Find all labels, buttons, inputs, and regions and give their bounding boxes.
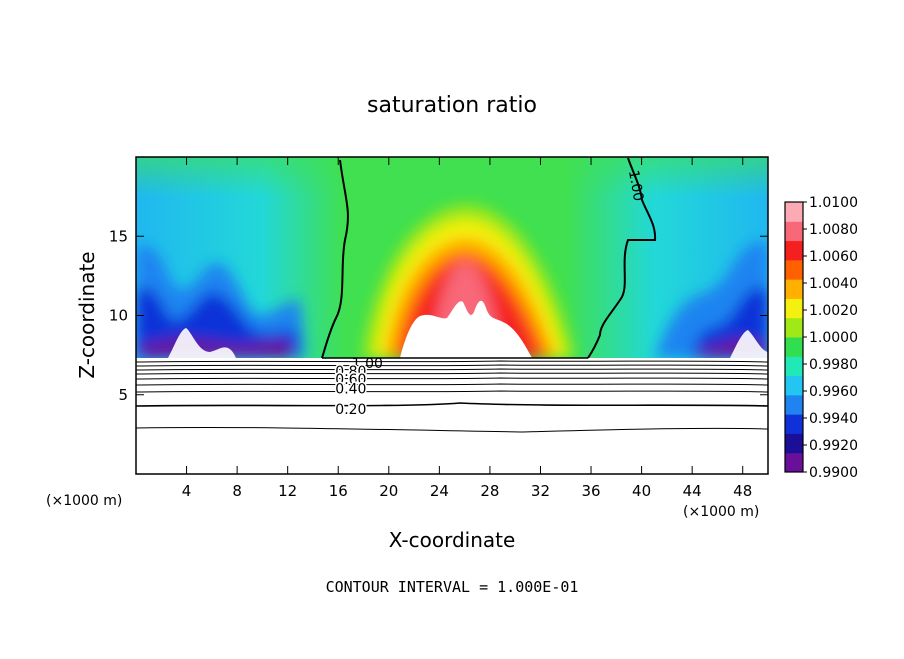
contour-label: 1.00 [625, 169, 646, 202]
saturation-field [136, 157, 768, 474]
colorbar-swatch [785, 259, 803, 280]
contour-labels: 1.001.000.800.600.400.20 [334, 169, 646, 420]
contour-label: 0.40 [335, 381, 366, 397]
colorbar-swatch [785, 452, 803, 473]
x-unit-right: (×1000 m) [683, 504, 759, 520]
contour-label: 0.80 [335, 364, 366, 380]
x-axis: 4 8 12 16 20 24 28 32 36 40 44 48 [182, 157, 752, 500]
contour-label: 1.00 [352, 356, 383, 372]
colorbar-swatch [785, 394, 803, 415]
x-tick-label: 28 [480, 482, 499, 500]
x-tick-label: 44 [683, 482, 702, 500]
x-tick-label: 16 [329, 482, 348, 500]
white-region-left [168, 328, 236, 358]
colorbar-swatch [785, 202, 803, 222]
colorbar-tick-label: 1.0080 [809, 222, 858, 238]
x-tick-label: 24 [430, 482, 449, 500]
contour-label: 0.60 [335, 372, 366, 388]
colorbar-swatch [785, 221, 803, 242]
colorbar-tick-label: 0.9940 [809, 411, 858, 427]
colorbar-tick-label: 1.0060 [809, 249, 858, 265]
colorbar-tick-label: 1.0040 [809, 276, 858, 292]
contour-lines [136, 360, 768, 433]
colorbar-swatch [785, 414, 803, 434]
colorbar-swatch [785, 433, 803, 454]
colorbar-swatch [785, 298, 803, 319]
x-tick-label: 4 [182, 482, 192, 500]
y-tick-label: 15 [109, 227, 128, 245]
colorbar-swatch [785, 279, 803, 299]
colorbar-swatch [785, 240, 803, 261]
y-axis: 5 10 15 [109, 227, 768, 404]
x-axis-label: X-coordinate [389, 528, 516, 552]
contour-label: 0.20 [335, 402, 366, 418]
x-tick-label: 20 [379, 482, 398, 500]
contour-1.00-right [587, 157, 657, 359]
x-unit-left: (×1000 m) [46, 493, 122, 509]
white-region-right [730, 330, 768, 358]
x-tick-label: 40 [632, 482, 651, 500]
x-tick-label: 32 [531, 482, 550, 500]
chart-title: saturation ratio [367, 93, 537, 118]
colorbar-tick-label: 1.0000 [809, 330, 858, 346]
colorbar-tick-label: 0.9960 [809, 384, 858, 400]
colorbar-tick-label: 1.0020 [809, 303, 858, 319]
colorbar-tick-label: 0.9980 [809, 357, 858, 373]
y-axis-label: Z-coordinate [75, 251, 99, 378]
colorbar-swatch [785, 317, 803, 338]
colorbar-swatch [785, 337, 803, 357]
contour-1.00-left [321, 159, 349, 359]
y-tick-label: 10 [109, 307, 128, 325]
colorbar-swatch [785, 375, 803, 396]
contour-interval-footer: CONTOUR INTERVAL = 1.000E-01 [326, 578, 579, 596]
colorbar-tick-label: 1.0100 [809, 195, 858, 211]
x-tick-label: 12 [278, 482, 297, 500]
y-tick-label: 5 [118, 386, 128, 404]
colorbar-tick-label: 0.9900 [809, 465, 858, 481]
white-region-center [400, 300, 532, 358]
x-tick-label: 36 [581, 482, 600, 500]
colorbar: 1.0100 1.0080 1.0060 1.0040 1.0020 1.0000 0.99… [784, 195, 858, 481]
x-tick-label: 48 [733, 482, 752, 500]
x-tick-label: 8 [232, 482, 242, 500]
colorbar-tick-label: 0.9920 [809, 438, 858, 454]
colorbar-swatch [785, 356, 803, 377]
